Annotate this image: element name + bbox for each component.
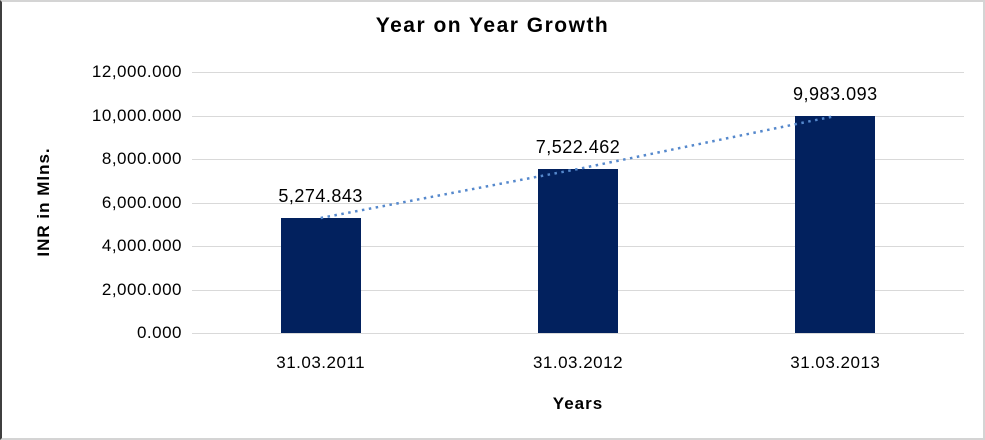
bar-value-label: 7,522.462 (535, 137, 621, 157)
x-axis-category-label: 31.03.2013 (790, 353, 881, 372)
y-axis-tick-label: 0.000 (136, 323, 182, 342)
x-axis-category-label: 31.03.2012 (532, 353, 624, 372)
y-axis-tick-label: 12,000.000 (91, 62, 182, 81)
chart-title: Year on Year Growth (375, 14, 610, 37)
x-axis-category-label: 31.03.2011 (276, 353, 366, 372)
y-axis-tick-label: 2,000.000 (101, 279, 182, 299)
x-axis-title: Years (552, 394, 604, 413)
bar (280, 218, 361, 333)
y-axis-tick-label: 8,000.000 (101, 149, 182, 168)
y-axis-tick-label: 4,000.000 (101, 236, 182, 255)
plot-area: 5,274.843 7,522.462 9,983.093 (192, 72, 964, 334)
y-axis-tick-label: 6,000.000 (101, 192, 182, 212)
bar (795, 116, 876, 333)
gridline (192, 333, 964, 334)
y-axis-tick-label: 10,000.000 (91, 105, 182, 125)
bar-value-label: 5,274.843 (278, 186, 363, 206)
bar-value-label: 9,983.093 (793, 84, 878, 104)
bar (538, 169, 618, 333)
gridline (192, 72, 964, 73)
